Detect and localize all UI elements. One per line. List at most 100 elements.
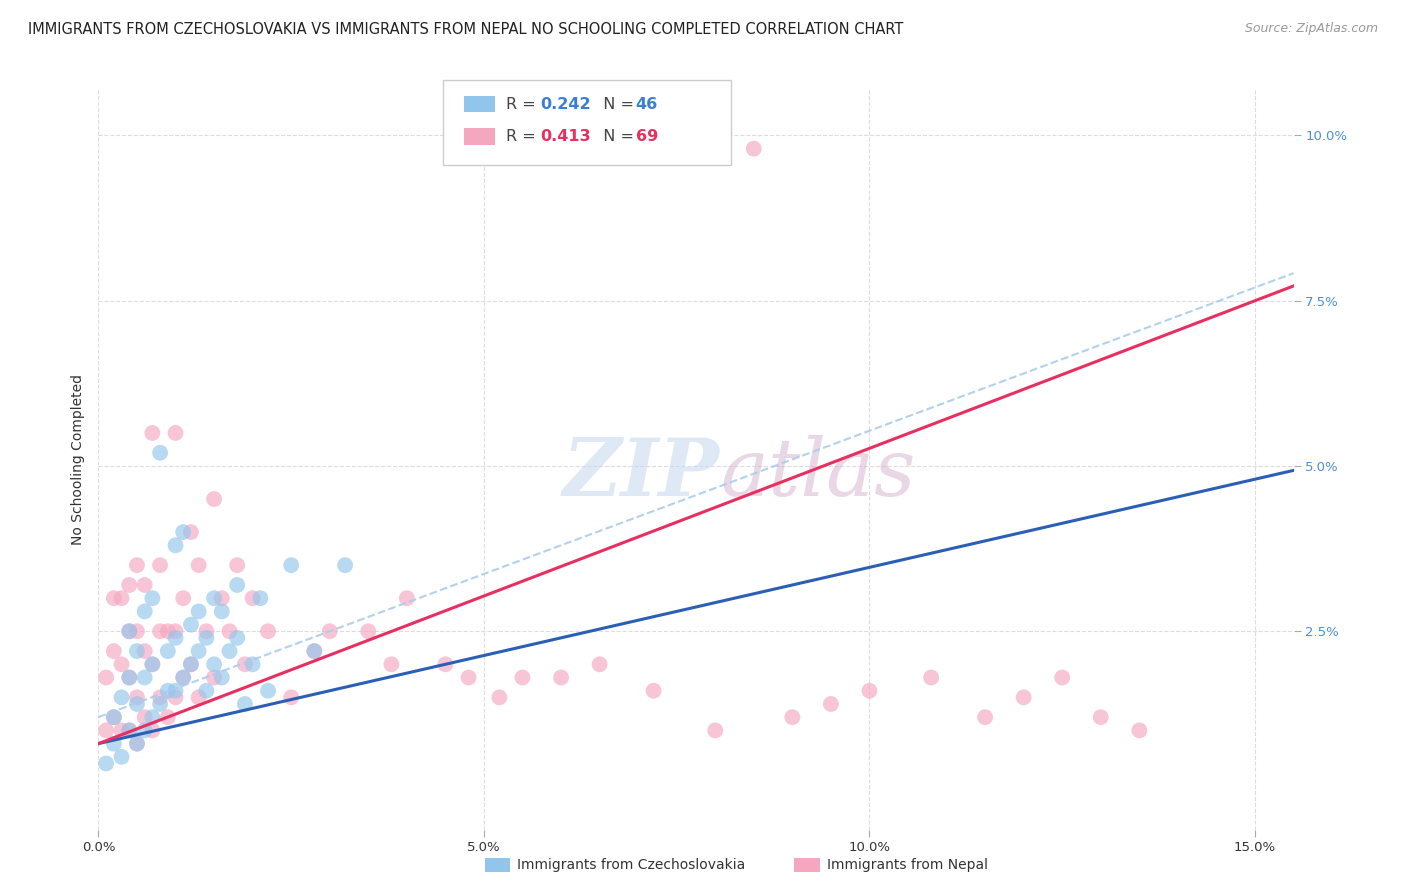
Point (280, 690, 302, 705)
Point (380, 657, 402, 672)
Point (226, 631, 249, 645)
Text: atlas: atlas (720, 435, 915, 513)
Point (141, 723, 163, 738)
Point (156, 710, 179, 724)
Text: 69: 69 (636, 129, 658, 144)
Point (1128, 723, 1150, 738)
Point (125, 644, 148, 658)
Text: Immigrants from Nepal: Immigrants from Nepal (827, 858, 988, 872)
Point (180, 525, 202, 540)
Point (195, 631, 218, 645)
Point (172, 525, 194, 540)
Point (704, 723, 727, 738)
Point (211, 671, 233, 685)
Point (280, 558, 302, 573)
Point (141, 425, 163, 440)
Point (125, 737, 148, 751)
Point (156, 624, 179, 639)
Point (125, 558, 148, 573)
Point (974, 710, 997, 724)
Point (103, 737, 125, 751)
Point (242, 591, 264, 606)
Point (141, 657, 163, 672)
Point (319, 624, 342, 639)
Point (156, 644, 179, 658)
Point (103, 710, 125, 724)
Point (242, 657, 264, 672)
Text: N =: N = (593, 97, 640, 112)
Point (304, 644, 326, 658)
Point (333, 558, 356, 573)
Point (141, 657, 163, 672)
Text: ZIP: ZIP (562, 435, 720, 513)
Text: R =: R = (506, 129, 541, 144)
Point (249, 591, 271, 606)
Point (187, 604, 209, 618)
Point (395, 591, 418, 606)
Point (180, 657, 202, 672)
Point (165, 538, 187, 552)
Point (172, 671, 194, 685)
Point (457, 671, 479, 685)
Point (103, 710, 125, 724)
Point (187, 644, 209, 658)
Point (165, 425, 187, 440)
Point (195, 683, 218, 698)
Point (149, 446, 172, 460)
Point (195, 624, 218, 639)
Point (141, 591, 163, 606)
Point (134, 710, 156, 724)
Point (110, 690, 132, 705)
Point (180, 617, 202, 632)
Point (103, 644, 125, 658)
Point (211, 591, 233, 606)
Point (202, 657, 225, 672)
Point (125, 697, 148, 711)
Point (110, 723, 132, 738)
Point (218, 644, 240, 658)
Point (165, 683, 187, 698)
Point (488, 690, 510, 705)
Point (1012, 690, 1035, 705)
Point (180, 657, 202, 672)
Text: IMMIGRANTS FROM CZECHOSLOVAKIA VS IMMIGRANTS FROM NEPAL NO SCHOOLING COMPLETED C: IMMIGRANTS FROM CZECHOSLOVAKIA VS IMMIGR… (28, 22, 904, 37)
Point (165, 631, 187, 645)
Point (226, 578, 249, 592)
Point (134, 578, 156, 592)
Point (858, 683, 880, 698)
Point (172, 591, 194, 606)
Y-axis label: No Schooling Completed: No Schooling Completed (70, 374, 84, 545)
Point (134, 723, 156, 738)
Point (211, 604, 233, 618)
Point (125, 624, 148, 639)
Point (118, 578, 141, 592)
Point (118, 624, 141, 639)
Point (1050, 671, 1073, 685)
Point (134, 671, 156, 685)
Point (434, 657, 457, 672)
Text: Immigrants from Czechoslovakia: Immigrants from Czechoslovakia (517, 858, 745, 872)
Point (187, 558, 209, 573)
Point (118, 723, 141, 738)
Point (118, 723, 141, 738)
Point (149, 558, 172, 573)
Point (304, 644, 326, 658)
Point (118, 671, 141, 685)
Point (149, 697, 172, 711)
Point (149, 624, 172, 639)
Point (165, 690, 187, 705)
Point (125, 690, 148, 705)
Point (156, 683, 179, 698)
Point (149, 690, 172, 705)
Point (94, 723, 117, 738)
Point (920, 671, 942, 685)
Point (1090, 710, 1112, 724)
Point (550, 671, 572, 685)
Point (110, 749, 132, 764)
Point (357, 624, 380, 639)
Point (588, 657, 610, 672)
Point (233, 697, 256, 711)
Point (187, 690, 209, 705)
Point (820, 697, 842, 711)
Point (165, 624, 187, 639)
